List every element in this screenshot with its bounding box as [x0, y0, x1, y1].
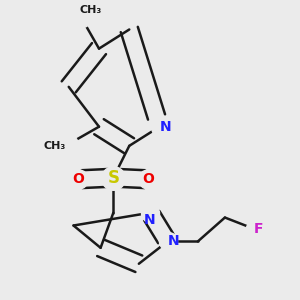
Text: S: S [107, 169, 119, 187]
Text: N: N [144, 213, 156, 227]
Text: CH₃: CH₃ [80, 5, 102, 15]
Text: N: N [160, 120, 171, 134]
Text: O: O [72, 172, 84, 186]
Text: O: O [142, 172, 154, 186]
Text: F: F [254, 222, 263, 236]
Text: N: N [167, 234, 179, 248]
Text: CH₃: CH₃ [43, 141, 65, 151]
